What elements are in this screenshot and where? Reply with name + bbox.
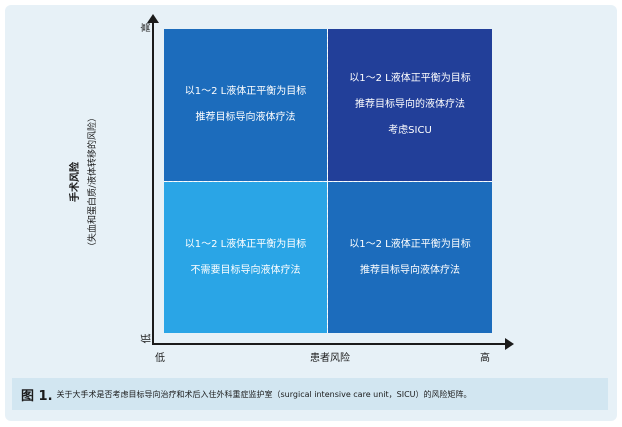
y-axis-sublabel: （失血和蛋白质/液体转移的风险） [88, 112, 98, 252]
quadrant-text-line: 以1～2 L液体正平衡为目标 [184, 238, 307, 250]
quadrant-low-surgical-high-patient: 以1～2 L液体正平衡为目标 推荐目标导向液体疗法 [328, 182, 492, 333]
y-axis-low-label: 低 [141, 333, 153, 344]
quadrant-divider-horizontal [164, 181, 492, 182]
figure-number: 图 1. [21, 388, 53, 404]
y-axis-line [152, 20, 154, 345]
x-axis-label: 患者风险 [310, 353, 350, 364]
quadrant-high-surgical-high-patient: 以1～2 L液体正平衡为目标 推荐目标导向的液体疗法 考虑SICU [328, 29, 492, 181]
quadrant-text-line: 推荐目标导向液体疗法 [360, 264, 460, 276]
y-axis-label: 手术风险 [70, 162, 81, 203]
quadrant-high-surgical-low-patient: 以1～2 L液体正平衡为目标 推荐目标导向液体疗法 [164, 29, 327, 181]
quadrant-text-line: 以1～2 L液体正平衡为目标 [349, 73, 471, 84]
quadrant-text-line: 不需要目标导向液体疗法 [190, 264, 301, 276]
y-axis-arrow-icon [147, 14, 159, 23]
x-axis-arrow-icon [505, 338, 514, 350]
x-axis-line [152, 343, 507, 345]
x-axis-low-label: 低 [155, 353, 165, 364]
caption-text: 关于大手术是否考虑目标导向治疗和术后入住外科重症监护室（surgical int… [56, 389, 472, 399]
quadrant-text-line: 以1～2 L液体正平衡为目标 [184, 86, 307, 97]
quadrant-text-line: 推荐目标导向液体疗法 [195, 112, 296, 123]
y-axis-high-label: 高 [141, 22, 153, 33]
figure-caption: 图 1. 关于大手术是否考虑目标导向治疗和术后入住外科重症监护室（surgica… [12, 378, 608, 410]
quadrant-text-line: 推荐目标导向的液体疗法 [355, 99, 465, 110]
quadrant-text-line: 考虑SICU [388, 125, 432, 136]
quadrant-low-surgical-low-patient: 以1～2 L液体正平衡为目标 不需要目标导向液体疗法 [164, 182, 327, 333]
quadrant-text-line: 以1～2 L液体正平衡为目标 [349, 238, 471, 250]
x-axis-high-label: 高 [480, 353, 490, 364]
